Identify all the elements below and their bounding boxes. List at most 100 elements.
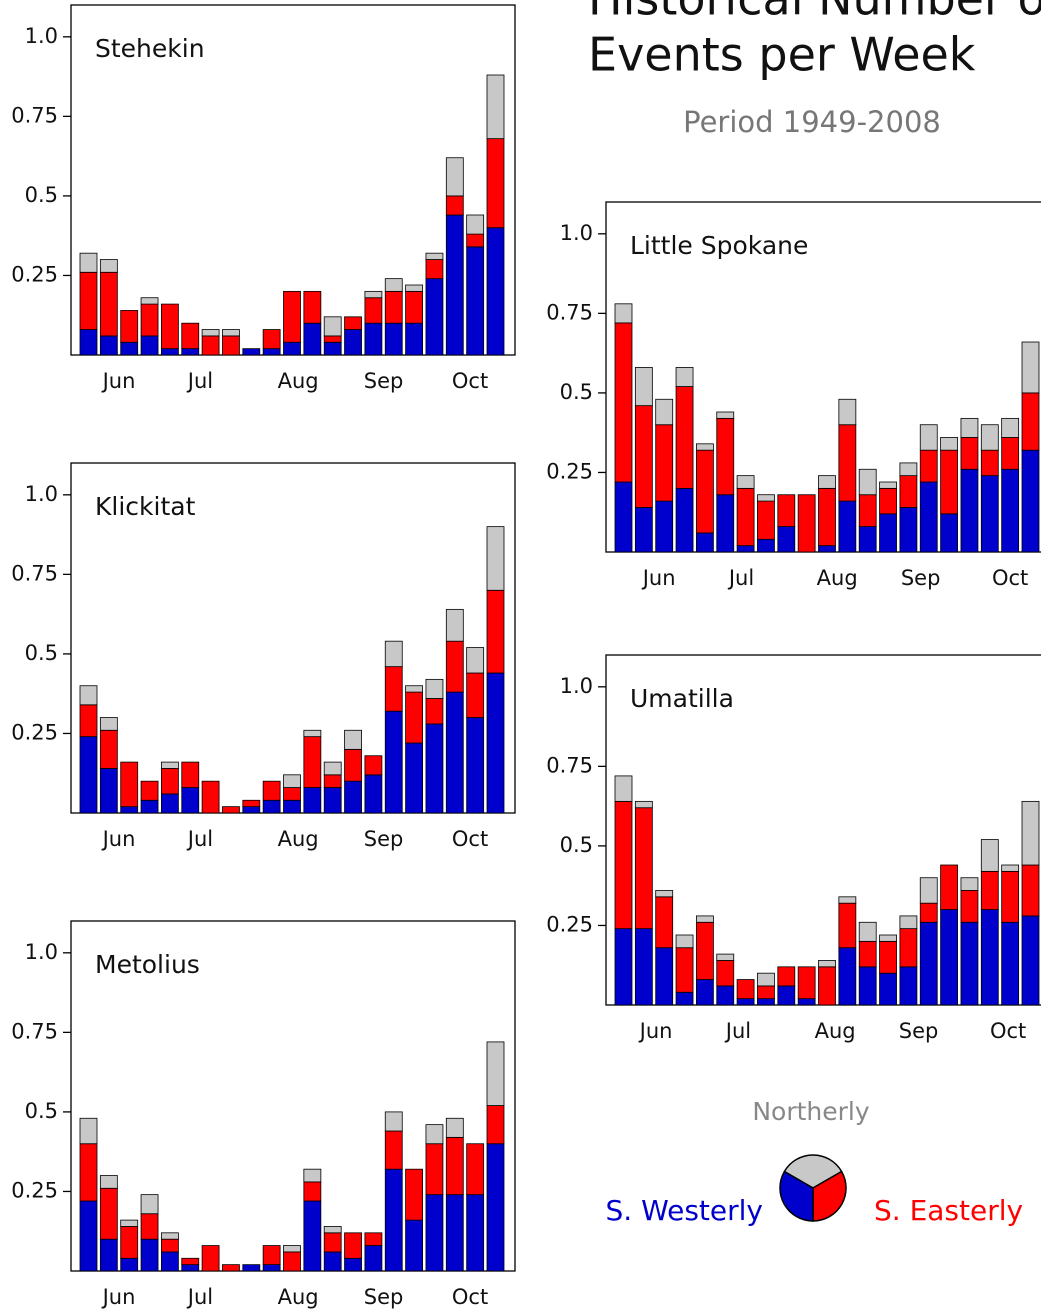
bar-segment bbox=[466, 647, 485, 674]
x-tick-label: Aug bbox=[278, 369, 319, 393]
bar-segment bbox=[160, 348, 179, 356]
bar-segment bbox=[614, 775, 633, 802]
bar-segment bbox=[980, 475, 999, 553]
bar-segment bbox=[818, 966, 836, 1006]
y-tick-label: 0.25 bbox=[11, 1178, 58, 1202]
bar-segment bbox=[614, 928, 633, 1006]
bar-segment bbox=[262, 780, 281, 801]
bar-segment bbox=[696, 915, 714, 923]
bar-segment bbox=[960, 921, 979, 1006]
bar-segment bbox=[99, 717, 118, 731]
title-line: Historical Number of bbox=[588, 0, 1041, 26]
bar-segment bbox=[736, 979, 755, 1000]
bar-segment bbox=[120, 1219, 139, 1227]
x-tick-label: Jul bbox=[186, 369, 213, 393]
bar-segment bbox=[79, 685, 98, 706]
x-tick-label: Sep bbox=[899, 1019, 939, 1043]
bar-segment bbox=[222, 1264, 240, 1272]
bar-segment bbox=[120, 806, 139, 814]
bar-segment bbox=[344, 329, 362, 356]
title-line: Events per Week bbox=[588, 28, 976, 82]
bar-segment bbox=[323, 1251, 342, 1272]
bar-segment bbox=[696, 532, 714, 553]
bar-segment bbox=[79, 1117, 98, 1145]
y-tick-label: 0.75 bbox=[11, 1019, 58, 1043]
bar-segment bbox=[445, 691, 464, 814]
bar-segment bbox=[425, 1124, 444, 1145]
bar-segment bbox=[716, 985, 735, 1006]
bar-segment bbox=[283, 787, 301, 801]
bar-segment bbox=[262, 1264, 281, 1272]
chart-label: Stehekin bbox=[95, 34, 205, 63]
bar-segment bbox=[634, 928, 653, 1006]
bar-segment bbox=[675, 487, 694, 553]
bar-segment bbox=[879, 940, 897, 974]
bar-segment bbox=[879, 487, 897, 515]
bar-segment bbox=[486, 672, 505, 814]
bar-segment bbox=[140, 799, 159, 814]
bar-segment bbox=[303, 736, 322, 788]
bar-segment bbox=[364, 774, 383, 814]
chart-label: Little Spokane bbox=[630, 231, 808, 260]
bar-segment bbox=[716, 960, 735, 987]
bar-segment bbox=[777, 985, 796, 1006]
bar-segment bbox=[486, 227, 505, 356]
x-tick-label: Jun bbox=[101, 1285, 136, 1309]
bar-segment bbox=[655, 424, 674, 502]
bar-segment bbox=[405, 290, 424, 324]
bar-segment bbox=[696, 921, 714, 980]
bar-segment bbox=[858, 921, 877, 942]
bar-segment bbox=[1001, 870, 1020, 923]
bar-segment bbox=[757, 972, 775, 987]
bar-segment bbox=[222, 806, 240, 814]
bar-segment bbox=[675, 947, 694, 993]
y-tick-label: 0.5 bbox=[560, 380, 593, 404]
bar-segment bbox=[242, 348, 261, 356]
y-tick-label: 0.25 bbox=[11, 262, 58, 286]
bar-segment bbox=[303, 787, 322, 814]
legend-label: S. Easterly bbox=[874, 1194, 1023, 1227]
bar-segment bbox=[140, 1213, 159, 1240]
bar-segment bbox=[445, 608, 464, 642]
bar-segment bbox=[1021, 449, 1040, 553]
bar-segment bbox=[242, 1264, 261, 1272]
x-tick-label: Sep bbox=[901, 566, 941, 590]
bar-segment bbox=[818, 960, 836, 968]
bar-segment bbox=[303, 290, 322, 324]
bar-segment bbox=[425, 278, 444, 356]
x-tick-label: Aug bbox=[817, 566, 858, 590]
chart-label: Metolius bbox=[95, 950, 200, 979]
bar-segment bbox=[79, 736, 98, 814]
bar-segment bbox=[675, 386, 694, 489]
bar-segment bbox=[384, 322, 403, 356]
bar-segment bbox=[323, 1226, 342, 1234]
bar-segment bbox=[980, 424, 999, 451]
bar-segment bbox=[736, 475, 755, 489]
bar-segment bbox=[303, 729, 322, 738]
bar-segment bbox=[99, 1187, 118, 1240]
y-tick-label: 1.0 bbox=[25, 940, 58, 964]
bar-segment bbox=[696, 449, 714, 534]
y-tick-label: 0.25 bbox=[11, 720, 58, 744]
bar-segment bbox=[445, 1117, 464, 1138]
bar-segment bbox=[283, 1245, 301, 1253]
bar-segment bbox=[99, 768, 118, 814]
bar-segment bbox=[757, 494, 775, 502]
y-tick-label: 1.0 bbox=[560, 221, 593, 245]
bar-segment bbox=[140, 303, 159, 337]
bar-segment bbox=[960, 468, 979, 553]
bar-segment bbox=[405, 1219, 424, 1272]
bar-segment bbox=[486, 1105, 505, 1145]
bar-segment bbox=[858, 494, 877, 527]
bar-segment bbox=[79, 1143, 98, 1202]
bar-segment bbox=[303, 1168, 322, 1183]
bar-segment bbox=[919, 424, 938, 451]
bar-segment bbox=[99, 1238, 118, 1272]
bar-segment bbox=[364, 1232, 383, 1246]
bar-segment bbox=[160, 761, 179, 769]
bar-segment bbox=[201, 329, 220, 337]
bar-segment bbox=[344, 316, 362, 330]
bar-segment bbox=[1021, 341, 1040, 394]
